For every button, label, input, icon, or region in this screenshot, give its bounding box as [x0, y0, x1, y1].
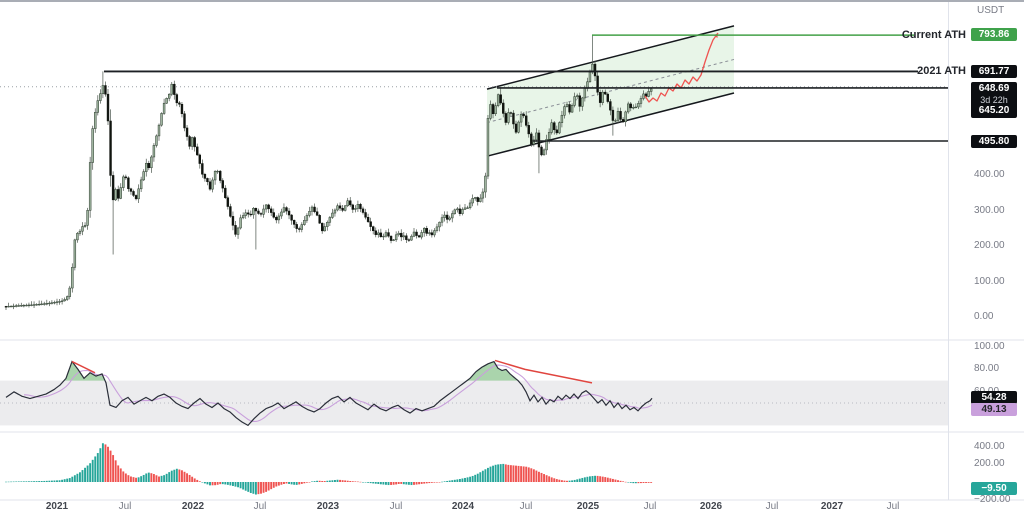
time-axis-tick: 2021 — [45, 501, 69, 512]
last-price-value: 648.69 — [978, 83, 1010, 94]
top-border — [0, 0, 1024, 2]
axis-tick: 200.00 — [974, 240, 1005, 251]
price-scale-unit: USDT — [977, 5, 1005, 16]
time-axis-tick: 2025 — [576, 501, 600, 512]
axis-tick: 0.00 — [974, 311, 994, 322]
level-645-value: 645.20 — [978, 105, 1010, 116]
axis-tick: 100.00 — [974, 341, 1005, 352]
time-axis-tick: Jul — [519, 501, 533, 512]
axis-tick: 400.00 — [974, 440, 1005, 452]
time-axis-tick: 2024 — [451, 501, 475, 512]
time-axis-tick: Jul — [765, 501, 779, 512]
time-axis-tick: Jul — [389, 501, 403, 512]
axis-tick: 80.00 — [974, 363, 1000, 375]
macd-value-pill: −9.50 — [971, 482, 1017, 495]
bar-countdown: 3d 22h — [980, 95, 1008, 105]
ath-2021-price-pill: 691.77 — [971, 65, 1017, 78]
time-axis-tick: Jul — [643, 501, 657, 512]
rsi-value-pill: 54.28 — [971, 391, 1017, 404]
current-ath-label: Current ATH — [901, 29, 966, 41]
support-price-pill: 495.80 — [971, 135, 1017, 148]
axis-tick: 400.00 — [974, 169, 1005, 180]
time-axis-tick: 2023 — [316, 501, 340, 512]
ath-2021-label: 2021 ATH — [917, 65, 966, 77]
axis-tick: 300.00 — [974, 204, 1005, 216]
axis-tick: 100.00 — [974, 275, 1005, 287]
axis-tick: 200.00 — [974, 458, 1005, 470]
time-axis-tick: 2026 — [699, 501, 723, 512]
current-ath-price-pill: 793.86 — [971, 28, 1017, 41]
time-axis-tick: 2022 — [181, 501, 205, 512]
axis-tick: −200.00 — [974, 493, 1011, 505]
time-axis-tick: 2027 — [820, 501, 844, 512]
time-axis-tick: Jul — [253, 501, 267, 512]
time-axis-tick: Jul — [118, 501, 132, 512]
last-price-pill: 648.69 3d 22h 645.20 — [971, 82, 1017, 118]
time-axis-tick: Jul — [886, 501, 900, 512]
rsi-ma-value-pill: 49.13 — [971, 403, 1017, 416]
